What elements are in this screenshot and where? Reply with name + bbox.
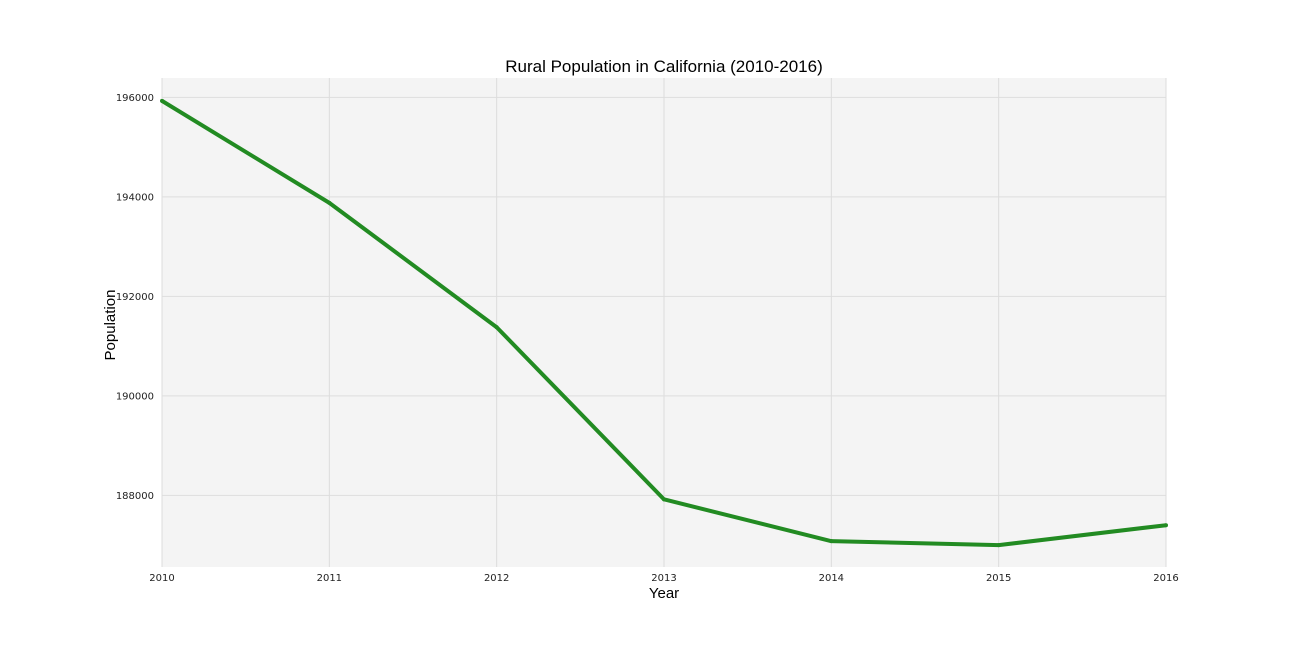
x-axis-label: Year — [649, 585, 679, 602]
data-point — [160, 98, 164, 103]
data-point — [662, 497, 666, 502]
data-point — [996, 543, 1001, 548]
data-point — [1164, 523, 1168, 528]
x-tick-label: 2011 — [317, 573, 342, 584]
y-axis-label: Population — [102, 290, 119, 361]
y-tick-label: 190000 — [116, 391, 154, 402]
data-point — [494, 325, 499, 330]
y-tick-label: 196000 — [116, 93, 154, 104]
x-tick-label: 2015 — [986, 573, 1011, 584]
gridlines — [161, 78, 1167, 567]
data-point — [829, 539, 834, 544]
x-tick-label: 2012 — [484, 573, 509, 584]
x-tick-label: 2014 — [819, 573, 844, 584]
data-points — [160, 98, 1168, 548]
chart-title: Rural Population in California (2010-201… — [505, 57, 823, 76]
y-tick-label: 192000 — [116, 292, 154, 303]
y-tick-label: 188000 — [116, 491, 154, 502]
y-tick-label: 194000 — [116, 192, 154, 203]
x-tick-label: 2013 — [651, 573, 676, 584]
y-tick-labels: 188000 190000 192000 194000 196000 — [116, 93, 154, 502]
x-tick-label: 2016 — [1153, 573, 1178, 584]
x-tick-labels: 2010 2011 2012 2013 2014 2015 2016 — [149, 573, 1178, 584]
data-point — [327, 200, 332, 205]
x-tick-label: 2010 — [149, 573, 174, 584]
